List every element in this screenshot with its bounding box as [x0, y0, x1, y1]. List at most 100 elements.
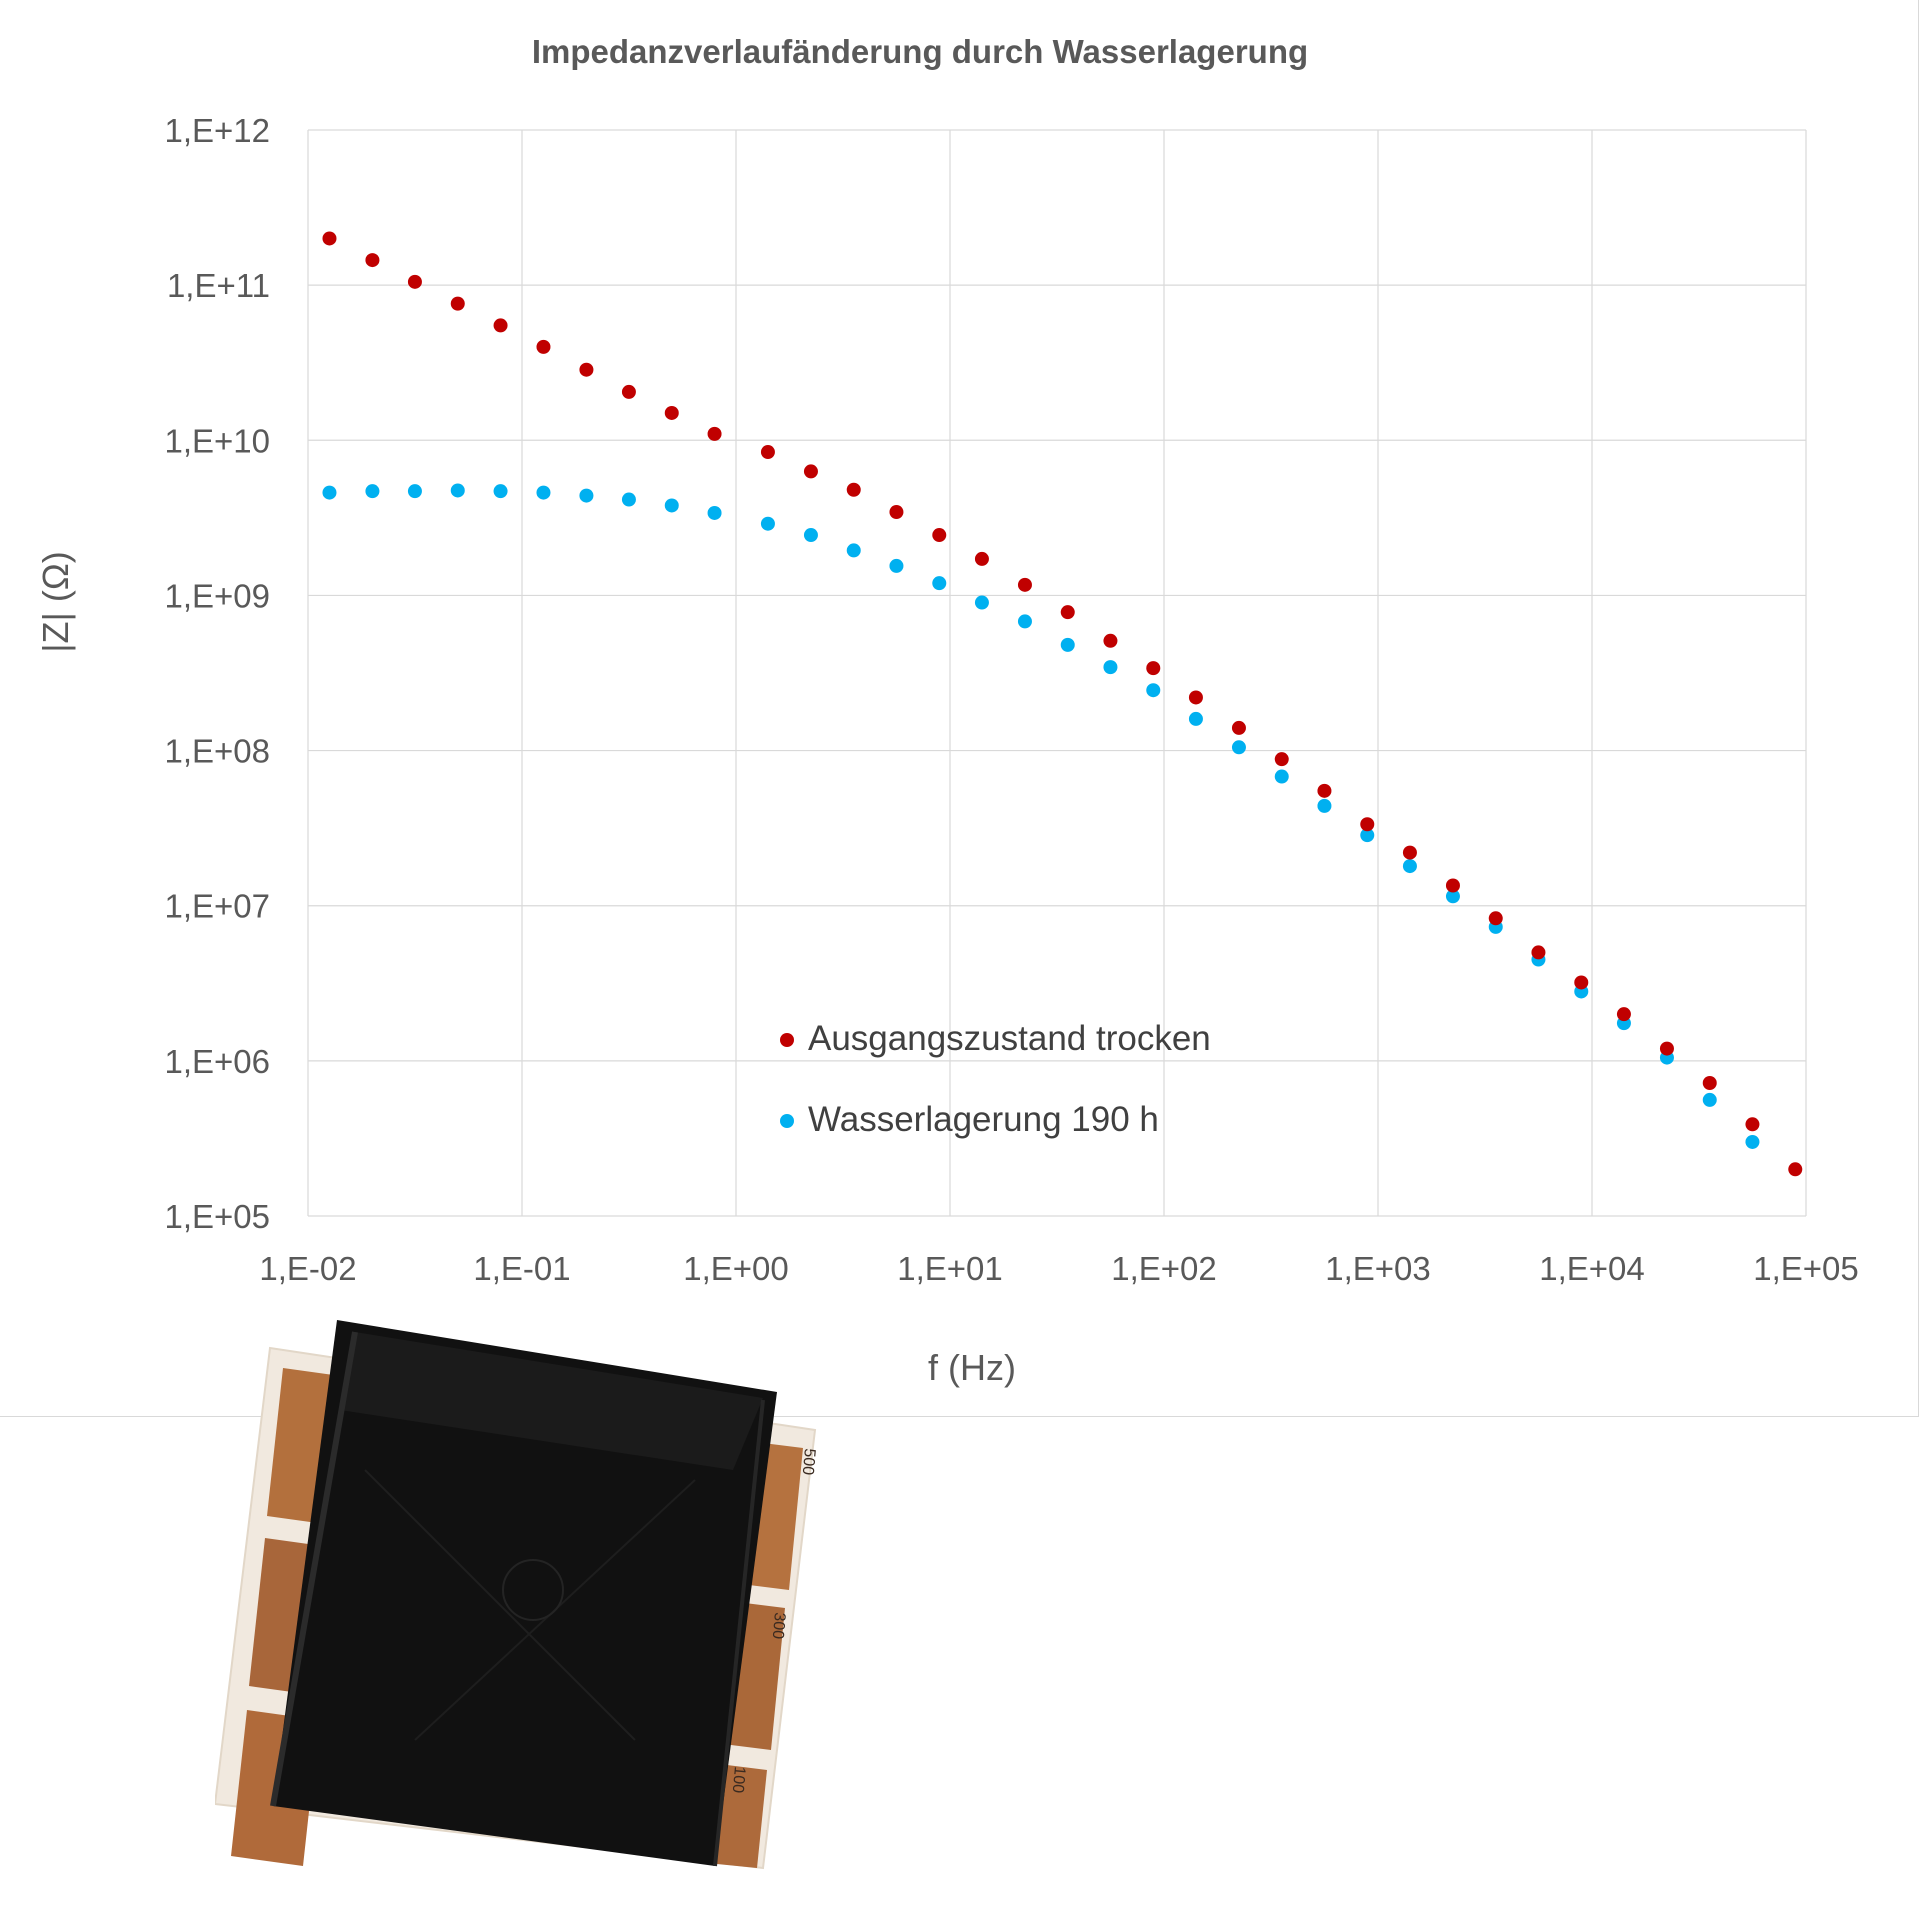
series-1 [322, 483, 1760, 1149]
x-tick-label: 1,E+01 [897, 1250, 1003, 1287]
y-tick-label: 1,E+08 [164, 733, 270, 770]
data-point [760, 445, 775, 460]
data-point [450, 483, 465, 498]
data-point [407, 274, 422, 289]
data-point [1702, 1075, 1717, 1090]
encapsulation-dimple [502, 1559, 564, 1621]
legend-label-wasserlagerung: Wasserlagerung 190 h [808, 1100, 1159, 1139]
x-tick-label: 1,E+00 [683, 1250, 789, 1287]
data-point [932, 576, 947, 591]
data-point [803, 528, 818, 543]
data-point [1360, 828, 1375, 843]
x-axis-title: f (Hz) [928, 1347, 1016, 1388]
y-tick-label: 1,E+11 [167, 267, 270, 304]
y-tick-label: 1,E+07 [164, 888, 270, 925]
legend-label-ausgangszustand: Ausgangszustand trocken [808, 1019, 1211, 1058]
data-point [579, 362, 594, 377]
data-point [1745, 1117, 1760, 1132]
x-tick-labels: 1,E-02 1,E-01 1,E+00 1,E+01 1,E+02 1,E+03 1,E+… [259, 1250, 1858, 1287]
data-point [889, 504, 904, 519]
data-point [1488, 911, 1503, 926]
data-point [1445, 889, 1460, 904]
data-point [1274, 769, 1289, 784]
grid [307, 129, 1807, 1217]
data-point [974, 551, 989, 566]
data-point [1188, 690, 1203, 705]
data-point [493, 484, 508, 499]
data-point [664, 405, 679, 420]
y-tick-label: 1,E+09 [164, 577, 270, 614]
data-point [974, 595, 989, 610]
data-point [1616, 1007, 1631, 1022]
data-point [365, 484, 380, 499]
electrode-labels: 500 300 100 [729, 1448, 818, 1794]
y-tick-label: 1,E+12 [164, 112, 270, 149]
data-point [1017, 577, 1032, 592]
y-tick-label: 1,E+10 [164, 422, 270, 459]
x-tick-label: 1,E-02 [259, 1250, 356, 1287]
data-point [707, 426, 722, 441]
data-point [1231, 740, 1246, 755]
data-point [1317, 798, 1332, 813]
data-point [1745, 1134, 1760, 1149]
data-point [450, 296, 465, 311]
y-axis-title: |Z| (Ω) [35, 551, 76, 653]
data-point [1788, 1162, 1803, 1177]
data-point [1146, 683, 1161, 698]
x-tick-label: 1,E+04 [1539, 1250, 1645, 1287]
data-point [1060, 605, 1075, 620]
data-point [1017, 614, 1032, 629]
electrode-label-bottom: 100 [729, 1766, 748, 1794]
chart-panel [0, 0, 1919, 1417]
data-point [322, 485, 337, 500]
data-point [365, 253, 380, 268]
data-point [1402, 859, 1417, 874]
data-point [1103, 633, 1118, 648]
data-point [803, 464, 818, 479]
data-point [621, 384, 636, 399]
legend-marker-wasserlagerung [780, 1114, 794, 1128]
x-tick-label: 1,E+02 [1111, 1250, 1217, 1287]
data-point [1103, 660, 1118, 675]
data-point [621, 492, 636, 507]
data-point [536, 339, 551, 354]
electrode-label-top: 500 [799, 1448, 818, 1476]
x-tick-label: 1,E-01 [473, 1250, 570, 1287]
y-tick-label: 1,E+06 [164, 1043, 270, 1080]
y-tick-labels: 1,E+05 1,E+06 1,E+07 1,E+08 1,E+09 1,E+10 1,E+… [164, 112, 270, 1235]
x-tick-label: 1,E+03 [1325, 1250, 1431, 1287]
data-point [407, 484, 422, 499]
data-point [579, 488, 594, 503]
chart-title: Impedanzverlaufänderung durch Wasserlage… [532, 33, 1308, 70]
x-tick-label: 1,E+05 [1753, 1250, 1859, 1287]
sensor-sample-photo: 500 300 100 [215, 1320, 818, 1870]
legend: Ausgangszustand trocken Wasserlagerung 1… [780, 1019, 1211, 1139]
data-point [1702, 1092, 1717, 1107]
data-point [1402, 845, 1417, 860]
data-point [1574, 975, 1589, 990]
data-point [1060, 637, 1075, 652]
series-0 [322, 231, 1803, 1177]
legend-marker-ausgangszustand [780, 1033, 794, 1047]
data-point [664, 498, 679, 513]
data-point [1360, 817, 1375, 832]
data-point [1317, 783, 1332, 798]
data-point [1188, 711, 1203, 726]
data-point [322, 231, 337, 246]
data-point [536, 485, 551, 500]
data-point [760, 516, 775, 531]
electrode-label-mid: 300 [769, 1612, 788, 1640]
data-point [1231, 720, 1246, 735]
data-point [1274, 752, 1289, 767]
data-points [322, 231, 1803, 1177]
data-point [1531, 945, 1546, 960]
data-point [1659, 1041, 1674, 1056]
data-point [846, 482, 861, 497]
data-point [846, 543, 861, 558]
data-point [493, 318, 508, 333]
data-point [932, 528, 947, 543]
data-point [1146, 661, 1161, 676]
y-tick-label: 1,E+05 [164, 1198, 270, 1235]
impedance-chart: Impedanzverlaufänderung durch Wasserlage… [35, 33, 1859, 1388]
black-encapsulation [270, 1320, 777, 1867]
